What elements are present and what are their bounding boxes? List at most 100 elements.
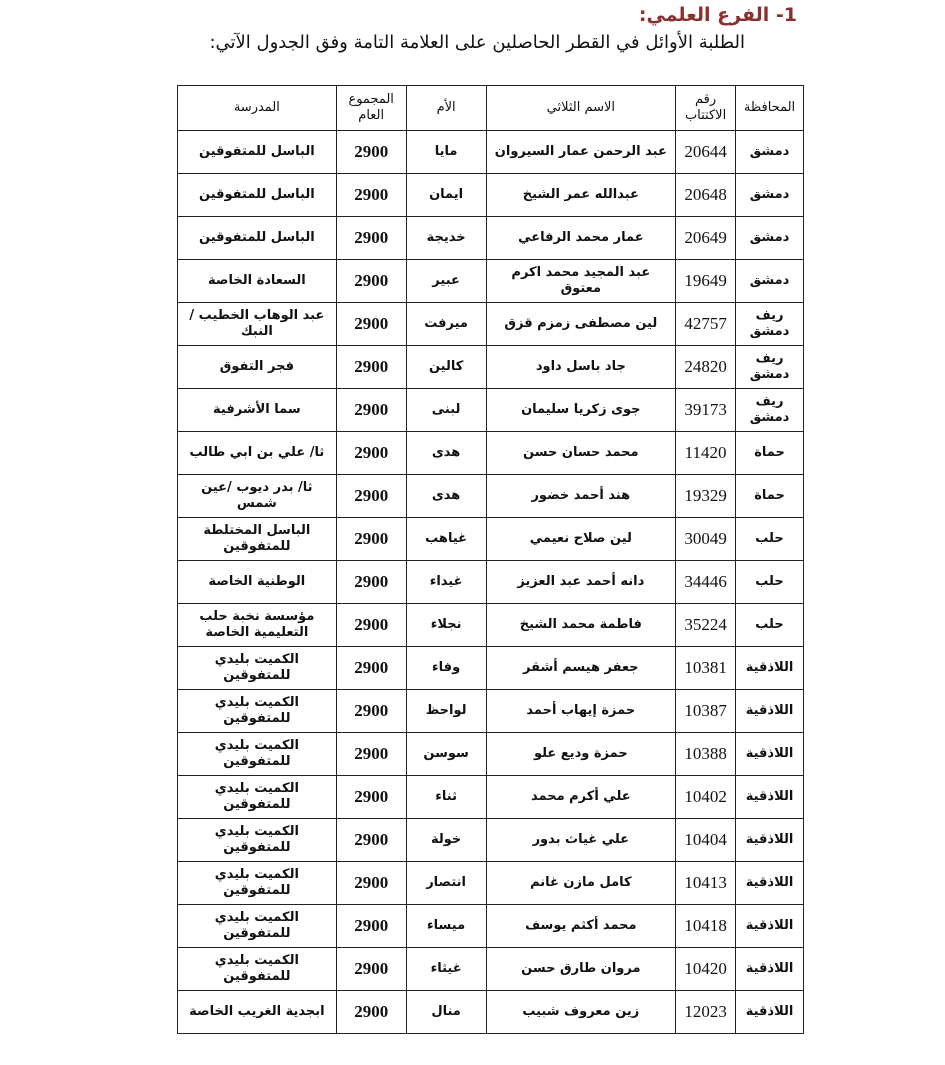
- cell-full-name: كامل مازن غانم: [485, 861, 677, 905]
- cell-mother: سوسن: [405, 732, 487, 776]
- table-row: دمشق 19649 عبد المجيد محمد اكرم معتوق عبير 2…: [177, 259, 804, 303]
- cell-mother: غيداء: [405, 560, 487, 604]
- cell-school: مؤسسة نخبة حلب التعليمية الخاصة: [177, 603, 337, 647]
- cell-mother: هدى: [405, 474, 487, 518]
- cell-total: 2900: [335, 861, 407, 905]
- cell-total: 2900: [335, 431, 407, 475]
- cell-total: 2900: [335, 732, 407, 776]
- cell-exam-number: 24820: [675, 345, 737, 389]
- cell-province: ريف دمشق: [735, 388, 804, 432]
- cell-school: الباسل للمتفوقين: [177, 130, 337, 174]
- cell-province: حماة: [735, 431, 804, 475]
- header-province: المحافظة: [735, 85, 804, 131]
- cell-school: الباسل للمتفوقين: [177, 216, 337, 260]
- cell-total: 2900: [335, 560, 407, 604]
- cell-province: اللاذقية: [735, 775, 804, 819]
- table-row: اللاذقية 12023 زين معروف شبيب منال 2900 ابجدي…: [177, 990, 804, 1034]
- cell-province: دمشق: [735, 173, 804, 217]
- cell-exam-number: 19649: [675, 259, 737, 303]
- cell-full-name: لين صلاح نعيمي: [485, 517, 677, 561]
- table-row: حماة 11420 محمد حسان حسن هدى 2900 ثا/ علي بن …: [177, 431, 804, 475]
- cell-exam-number: 34446: [675, 560, 737, 604]
- cell-mother: منال: [405, 990, 487, 1034]
- cell-province: اللاذقية: [735, 904, 804, 948]
- table-row: حلب 30049 لين صلاح نعيمي غياهب 2900 الباسل ال…: [177, 517, 804, 561]
- cell-full-name: عبد المجيد محمد اكرم معتوق: [485, 259, 677, 303]
- cell-full-name: فاطمة محمد الشيخ: [485, 603, 677, 647]
- header-total: المجموع العام: [335, 85, 407, 131]
- cell-province: حماة: [735, 474, 804, 518]
- cell-school: الوطنية الخاصة: [177, 560, 337, 604]
- cell-full-name: محمد حسان حسن: [485, 431, 677, 475]
- cell-total: 2900: [335, 474, 407, 518]
- cell-mother: ميرفت: [405, 302, 487, 346]
- table-row: اللاذقية 10381 جعفر هيسم أشقر وفاء 2900 الكمي…: [177, 646, 804, 690]
- table-header-row: المحافظة رقم الاكتتاب الاسم الثلاثي الأم الم…: [177, 85, 804, 131]
- cell-province: اللاذقية: [735, 646, 804, 690]
- cell-mother: انتصار: [405, 861, 487, 905]
- cell-province: حلب: [735, 560, 804, 604]
- header-full-name: الاسم الثلاثي: [485, 85, 677, 131]
- cell-full-name: لين مصطفى زمزم قزق: [485, 302, 677, 346]
- cell-school: ثا/ بدر ديوب /عين شمس: [177, 474, 337, 518]
- cell-full-name: زين معروف شبيب: [485, 990, 677, 1034]
- cell-total: 2900: [335, 990, 407, 1034]
- cell-province: ريف دمشق: [735, 302, 804, 346]
- table-row: اللاذقية 10413 كامل مازن غانم انتصار 2900 الك…: [177, 861, 804, 905]
- table-row: ريف دمشق 24820 جاد باسل داود كالين 2900 فجر ا…: [177, 345, 804, 389]
- cell-full-name: عبد الرحمن عمار السيروان: [485, 130, 677, 174]
- cell-school: الكميت بليدي للمتفوقين: [177, 861, 337, 905]
- table-row: اللاذقية 10420 مروان طارق حسن غيثاء 2900 الكم…: [177, 947, 804, 991]
- cell-exam-number: 12023: [675, 990, 737, 1034]
- cell-exam-number: 42757: [675, 302, 737, 346]
- cell-full-name: علي أكرم محمد: [485, 775, 677, 819]
- cell-province: حلب: [735, 517, 804, 561]
- cell-total: 2900: [335, 388, 407, 432]
- cell-total: 2900: [335, 818, 407, 862]
- table-row: اللاذقية 10402 علي أكرم محمد ثناء 2900 الكميت…: [177, 775, 804, 819]
- cell-full-name: جاد باسل داود: [485, 345, 677, 389]
- cell-full-name: عمار محمد الرفاعي: [485, 216, 677, 260]
- cell-full-name: جعفر هيسم أشقر: [485, 646, 677, 690]
- table-row: اللاذقية 10418 محمد أكثم يوسف ميساء 2900 الكم…: [177, 904, 804, 948]
- cell-exam-number: 10418: [675, 904, 737, 948]
- cell-mother: عبير: [405, 259, 487, 303]
- cell-exam-number: 19329: [675, 474, 737, 518]
- header-mother: الأم: [405, 85, 487, 131]
- cell-school: الكميت بليدي للمتفوقين: [177, 732, 337, 776]
- cell-school: الكميت بليدي للمتفوقين: [177, 646, 337, 690]
- cell-full-name: دانه أحمد عبد العزيز: [485, 560, 677, 604]
- cell-full-name: حمزة إيهاب أحمد: [485, 689, 677, 733]
- table-row: حلب 34446 دانه أحمد عبد العزيز غيداء 2900 الو…: [177, 560, 804, 604]
- cell-total: 2900: [335, 689, 407, 733]
- cell-mother: نجلاء: [405, 603, 487, 647]
- cell-full-name: جوى زكريا سليمان: [485, 388, 677, 432]
- cell-province: دمشق: [735, 130, 804, 174]
- cell-mother: غياهب: [405, 517, 487, 561]
- cell-province: اللاذقية: [735, 818, 804, 862]
- cell-exam-number: 39173: [675, 388, 737, 432]
- cell-full-name: محمد أكثم يوسف: [485, 904, 677, 948]
- cell-province: اللاذقية: [735, 990, 804, 1034]
- cell-exam-number: 10387: [675, 689, 737, 733]
- cell-exam-number: 10404: [675, 818, 737, 862]
- cell-mother: خولة: [405, 818, 487, 862]
- cell-school: ثا/ علي بن ابي طالب: [177, 431, 337, 475]
- cell-full-name: حمزة وديع علو: [485, 732, 677, 776]
- cell-exam-number: 11420: [675, 431, 737, 475]
- cell-school: الكميت بليدي للمتفوقين: [177, 947, 337, 991]
- cell-province: اللاذقية: [735, 732, 804, 776]
- intro-text: الطلبة الأوائل في القطر الحاصلين على الع…: [209, 32, 745, 53]
- table-row: ريف دمشق 42757 لين مصطفى زمزم قزق ميرفت 2900…: [177, 302, 804, 346]
- cell-province: حلب: [735, 603, 804, 647]
- cell-exam-number: 20644: [675, 130, 737, 174]
- cell-total: 2900: [335, 947, 407, 991]
- cell-exam-number: 35224: [675, 603, 737, 647]
- cell-province: اللاذقية: [735, 861, 804, 905]
- cell-mother: وفاء: [405, 646, 487, 690]
- cell-exam-number: 10413: [675, 861, 737, 905]
- cell-school: الكميت بليدي للمتفوقين: [177, 818, 337, 862]
- table-row: اللاذقية 10404 علي غياث بدور خولة 2900 الكميت…: [177, 818, 804, 862]
- cell-school: الكميت بليدي للمتفوقين: [177, 689, 337, 733]
- cell-total: 2900: [335, 345, 407, 389]
